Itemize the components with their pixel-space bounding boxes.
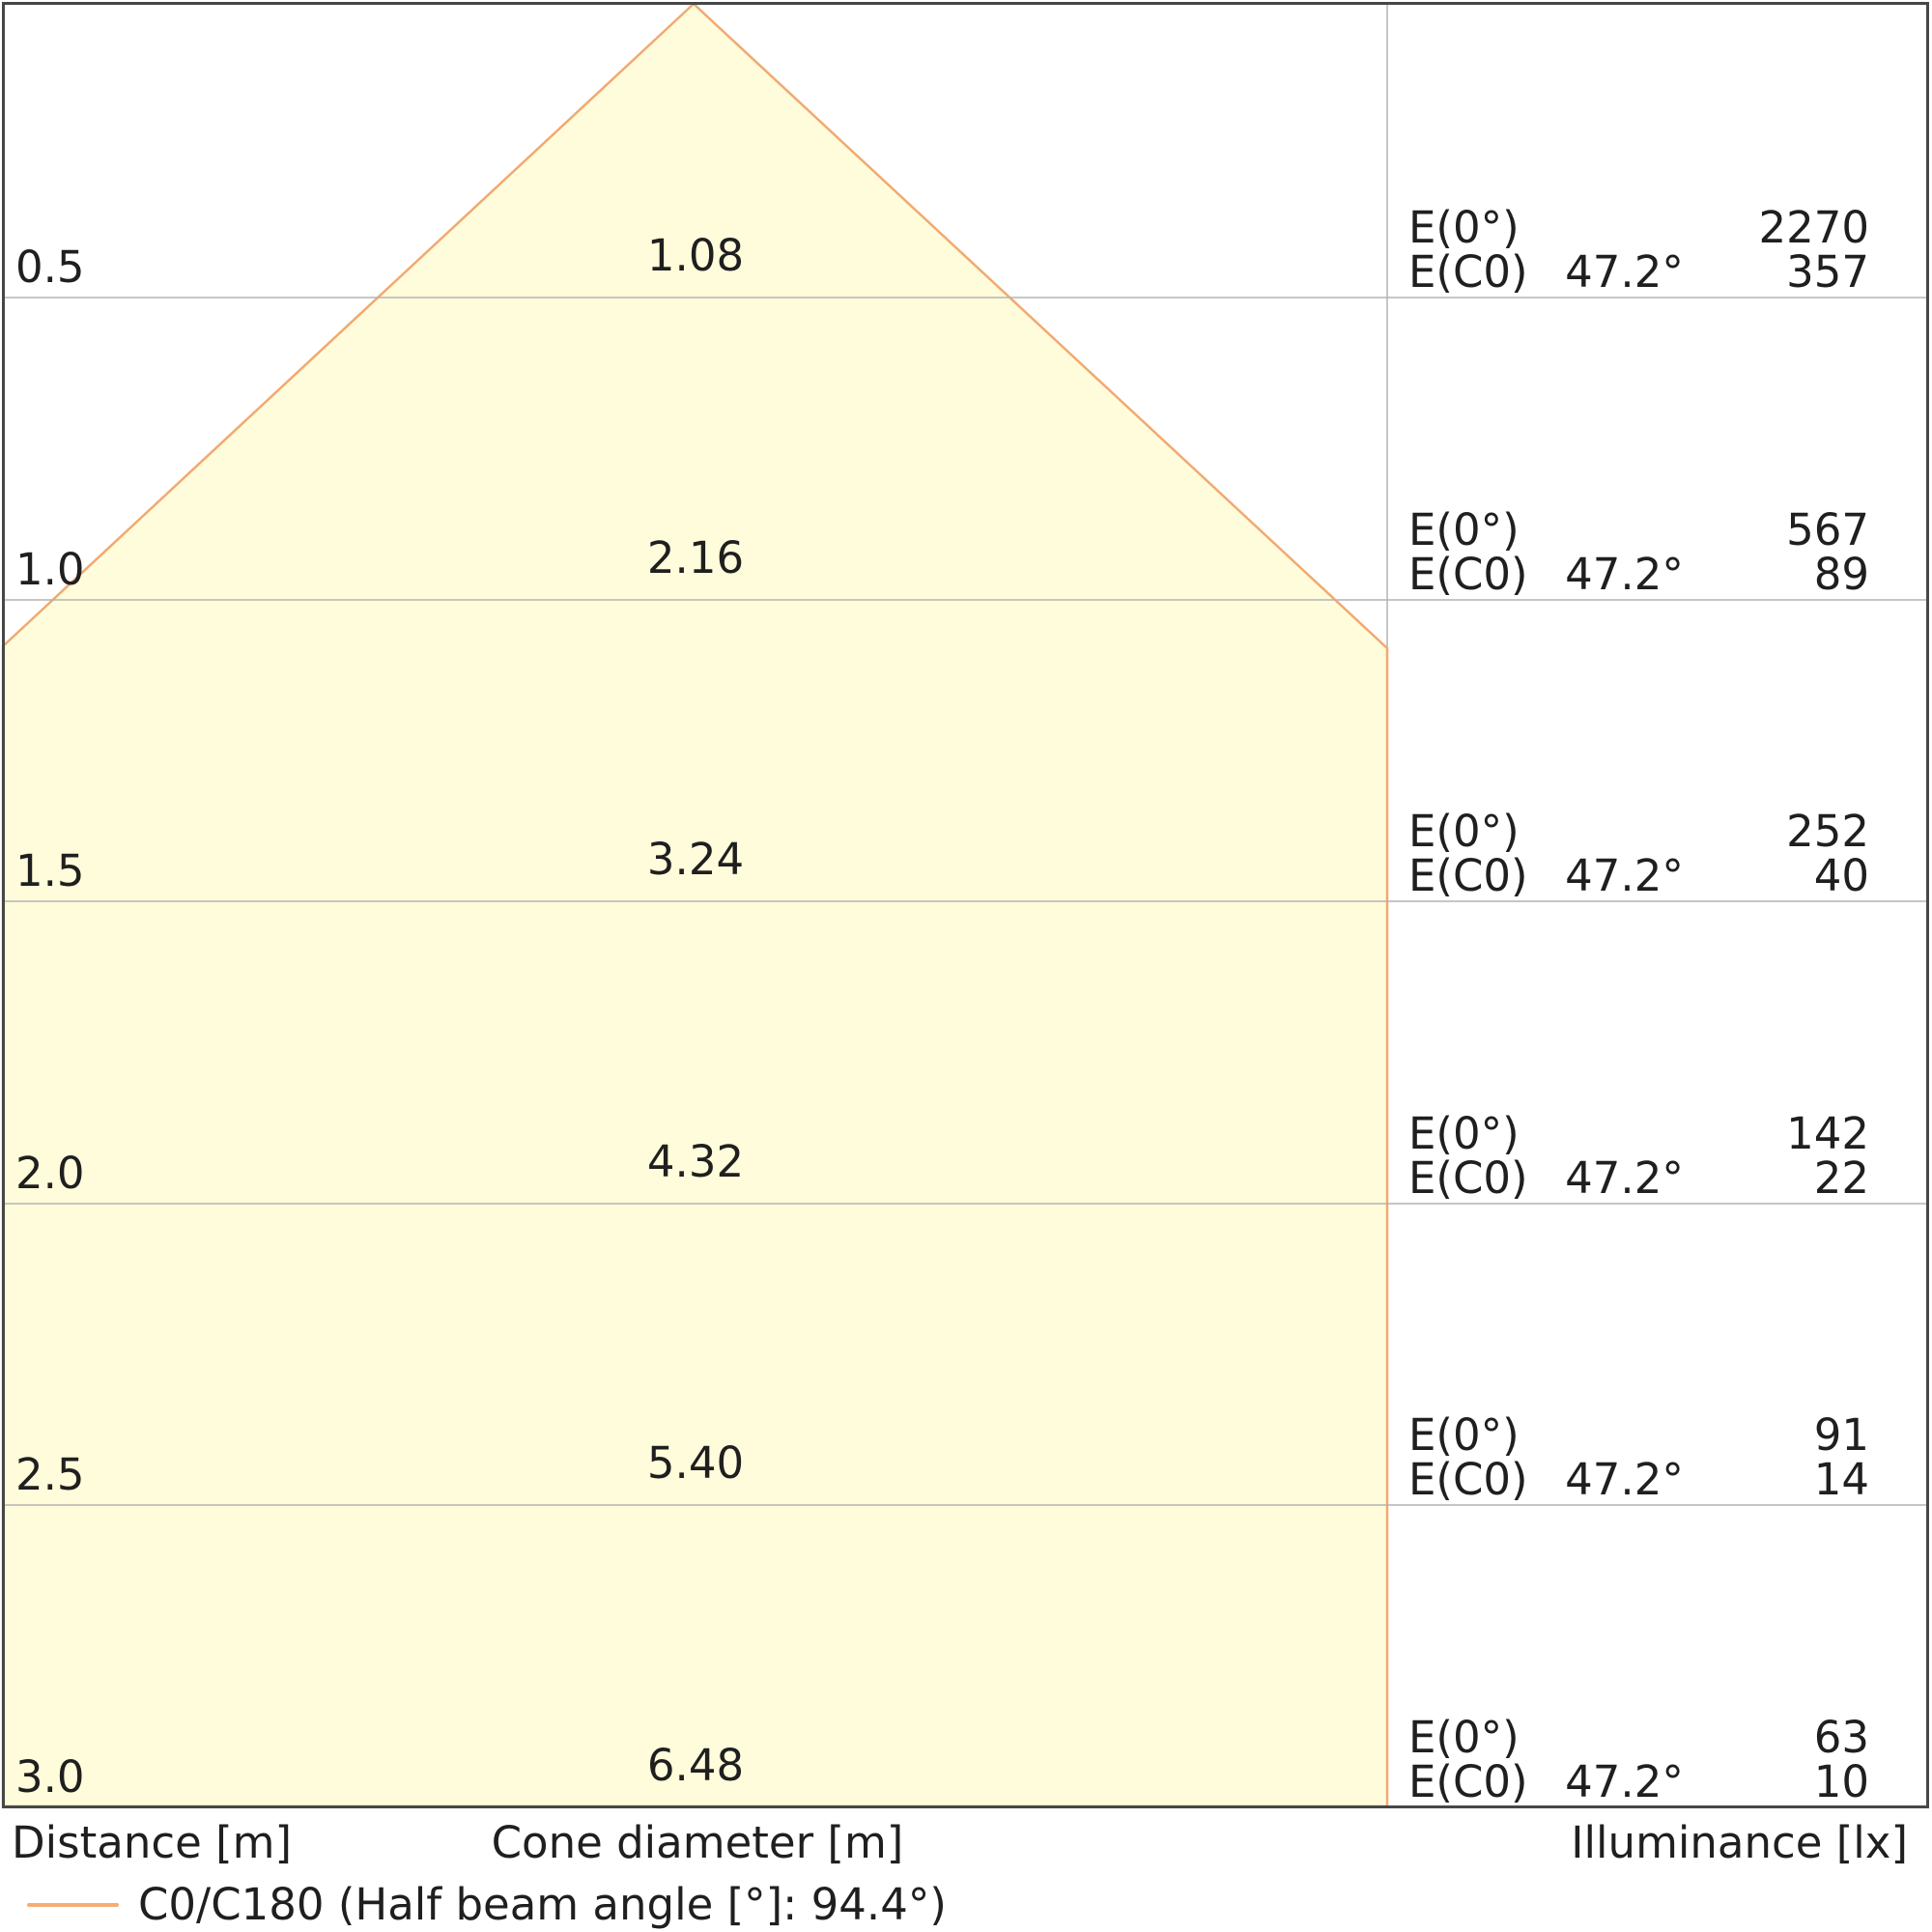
illuminance-row: E(0°) 252 E(C0) 47.2° 40 <box>1408 810 1869 898</box>
e0-angle <box>1563 1112 1686 1156</box>
e0-value: 2270 <box>1758 202 1869 253</box>
e0-angle <box>1563 810 1686 854</box>
ec0-value: 357 <box>1786 246 1869 298</box>
cone-diameter-label: 1.08 <box>646 230 745 281</box>
e0-angle <box>1563 1716 1686 1760</box>
e0-angle <box>1563 508 1686 553</box>
illuminance-row: E(0°) 63 E(C0) 47.2° 10 <box>1408 1716 1869 1804</box>
ec0-value: 89 <box>1813 549 1869 600</box>
e0-angle <box>1563 206 1686 250</box>
ec0-angle: 47.2° <box>1565 850 1684 901</box>
cone-diameter-label: 5.40 <box>646 1437 745 1489</box>
cone-diameter-label: 4.32 <box>646 1136 745 1187</box>
illuminance-row: E(0°) 2270 E(C0) 47.2° 357 <box>1408 206 1869 295</box>
ec0-label: E(C0) <box>1408 549 1528 600</box>
ec0-label: E(C0) <box>1408 850 1528 901</box>
illuminance-row: E(0°) 91 E(C0) 47.2° 14 <box>1408 1413 1869 1502</box>
distance-label: 2.0 <box>15 1148 85 1199</box>
distance-label: 3.0 <box>15 1751 85 1803</box>
ec0-angle: 47.2° <box>1565 1756 1684 1807</box>
distance-axis-caption: Distance [m] <box>12 1817 293 1868</box>
e0-value: 252 <box>1786 806 1869 857</box>
e0-value: 567 <box>1786 504 1869 555</box>
e0-angle <box>1563 1413 1686 1458</box>
cone-diameter-label: 2.16 <box>646 532 745 583</box>
e0-label: E(0°) <box>1408 504 1520 555</box>
illuminance-row: E(0°) 142 E(C0) 47.2° 22 <box>1408 1112 1869 1201</box>
ec0-label: E(C0) <box>1408 1454 1528 1505</box>
ec0-label: E(C0) <box>1408 1756 1528 1807</box>
e0-label: E(0°) <box>1408 202 1520 253</box>
ec0-value: 22 <box>1813 1152 1869 1204</box>
legend-label: C0/C180 (Half beam angle [°]: 94.4°) <box>138 1879 947 1930</box>
legend-line-swatch <box>27 1903 119 1907</box>
e0-value: 91 <box>1813 1409 1869 1461</box>
chart-frame <box>2 2 1929 1808</box>
distance-label: 2.5 <box>15 1449 85 1500</box>
distance-label: 1.0 <box>15 544 85 595</box>
e0-value: 142 <box>1786 1108 1869 1159</box>
ec0-angle: 47.2° <box>1565 549 1684 600</box>
ec0-label: E(C0) <box>1408 1152 1528 1204</box>
e0-label: E(0°) <box>1408 1409 1520 1461</box>
distance-gridlines <box>3 297 1926 1506</box>
distance-label: 0.5 <box>15 242 85 293</box>
cone-diameter-label: 3.24 <box>646 834 745 885</box>
illuminance-axis-caption: Illuminance [lx] <box>1571 1817 1908 1868</box>
e0-label: E(0°) <box>1408 1108 1520 1159</box>
legend: C0/C180 (Half beam angle [°]: 94.4°) <box>27 1880 947 1930</box>
cone-diameter-label: 6.48 <box>646 1740 745 1791</box>
ec0-value: 40 <box>1813 850 1869 901</box>
ec0-value: 14 <box>1813 1454 1869 1505</box>
ec0-label: E(C0) <box>1408 246 1528 298</box>
e0-label: E(0°) <box>1408 806 1520 857</box>
distance-label: 1.5 <box>15 845 85 896</box>
ec0-value: 10 <box>1813 1756 1869 1807</box>
cone-diameter-axis-caption: Cone diameter [m] <box>491 1817 904 1868</box>
ec0-angle: 47.2° <box>1565 1454 1684 1505</box>
ec0-angle: 47.2° <box>1565 246 1684 298</box>
illuminance-row: E(0°) 567 E(C0) 47.2° 89 <box>1408 508 1869 597</box>
e0-label: E(0°) <box>1408 1712 1520 1763</box>
ec0-angle: 47.2° <box>1565 1152 1684 1204</box>
e0-value: 63 <box>1813 1712 1869 1763</box>
